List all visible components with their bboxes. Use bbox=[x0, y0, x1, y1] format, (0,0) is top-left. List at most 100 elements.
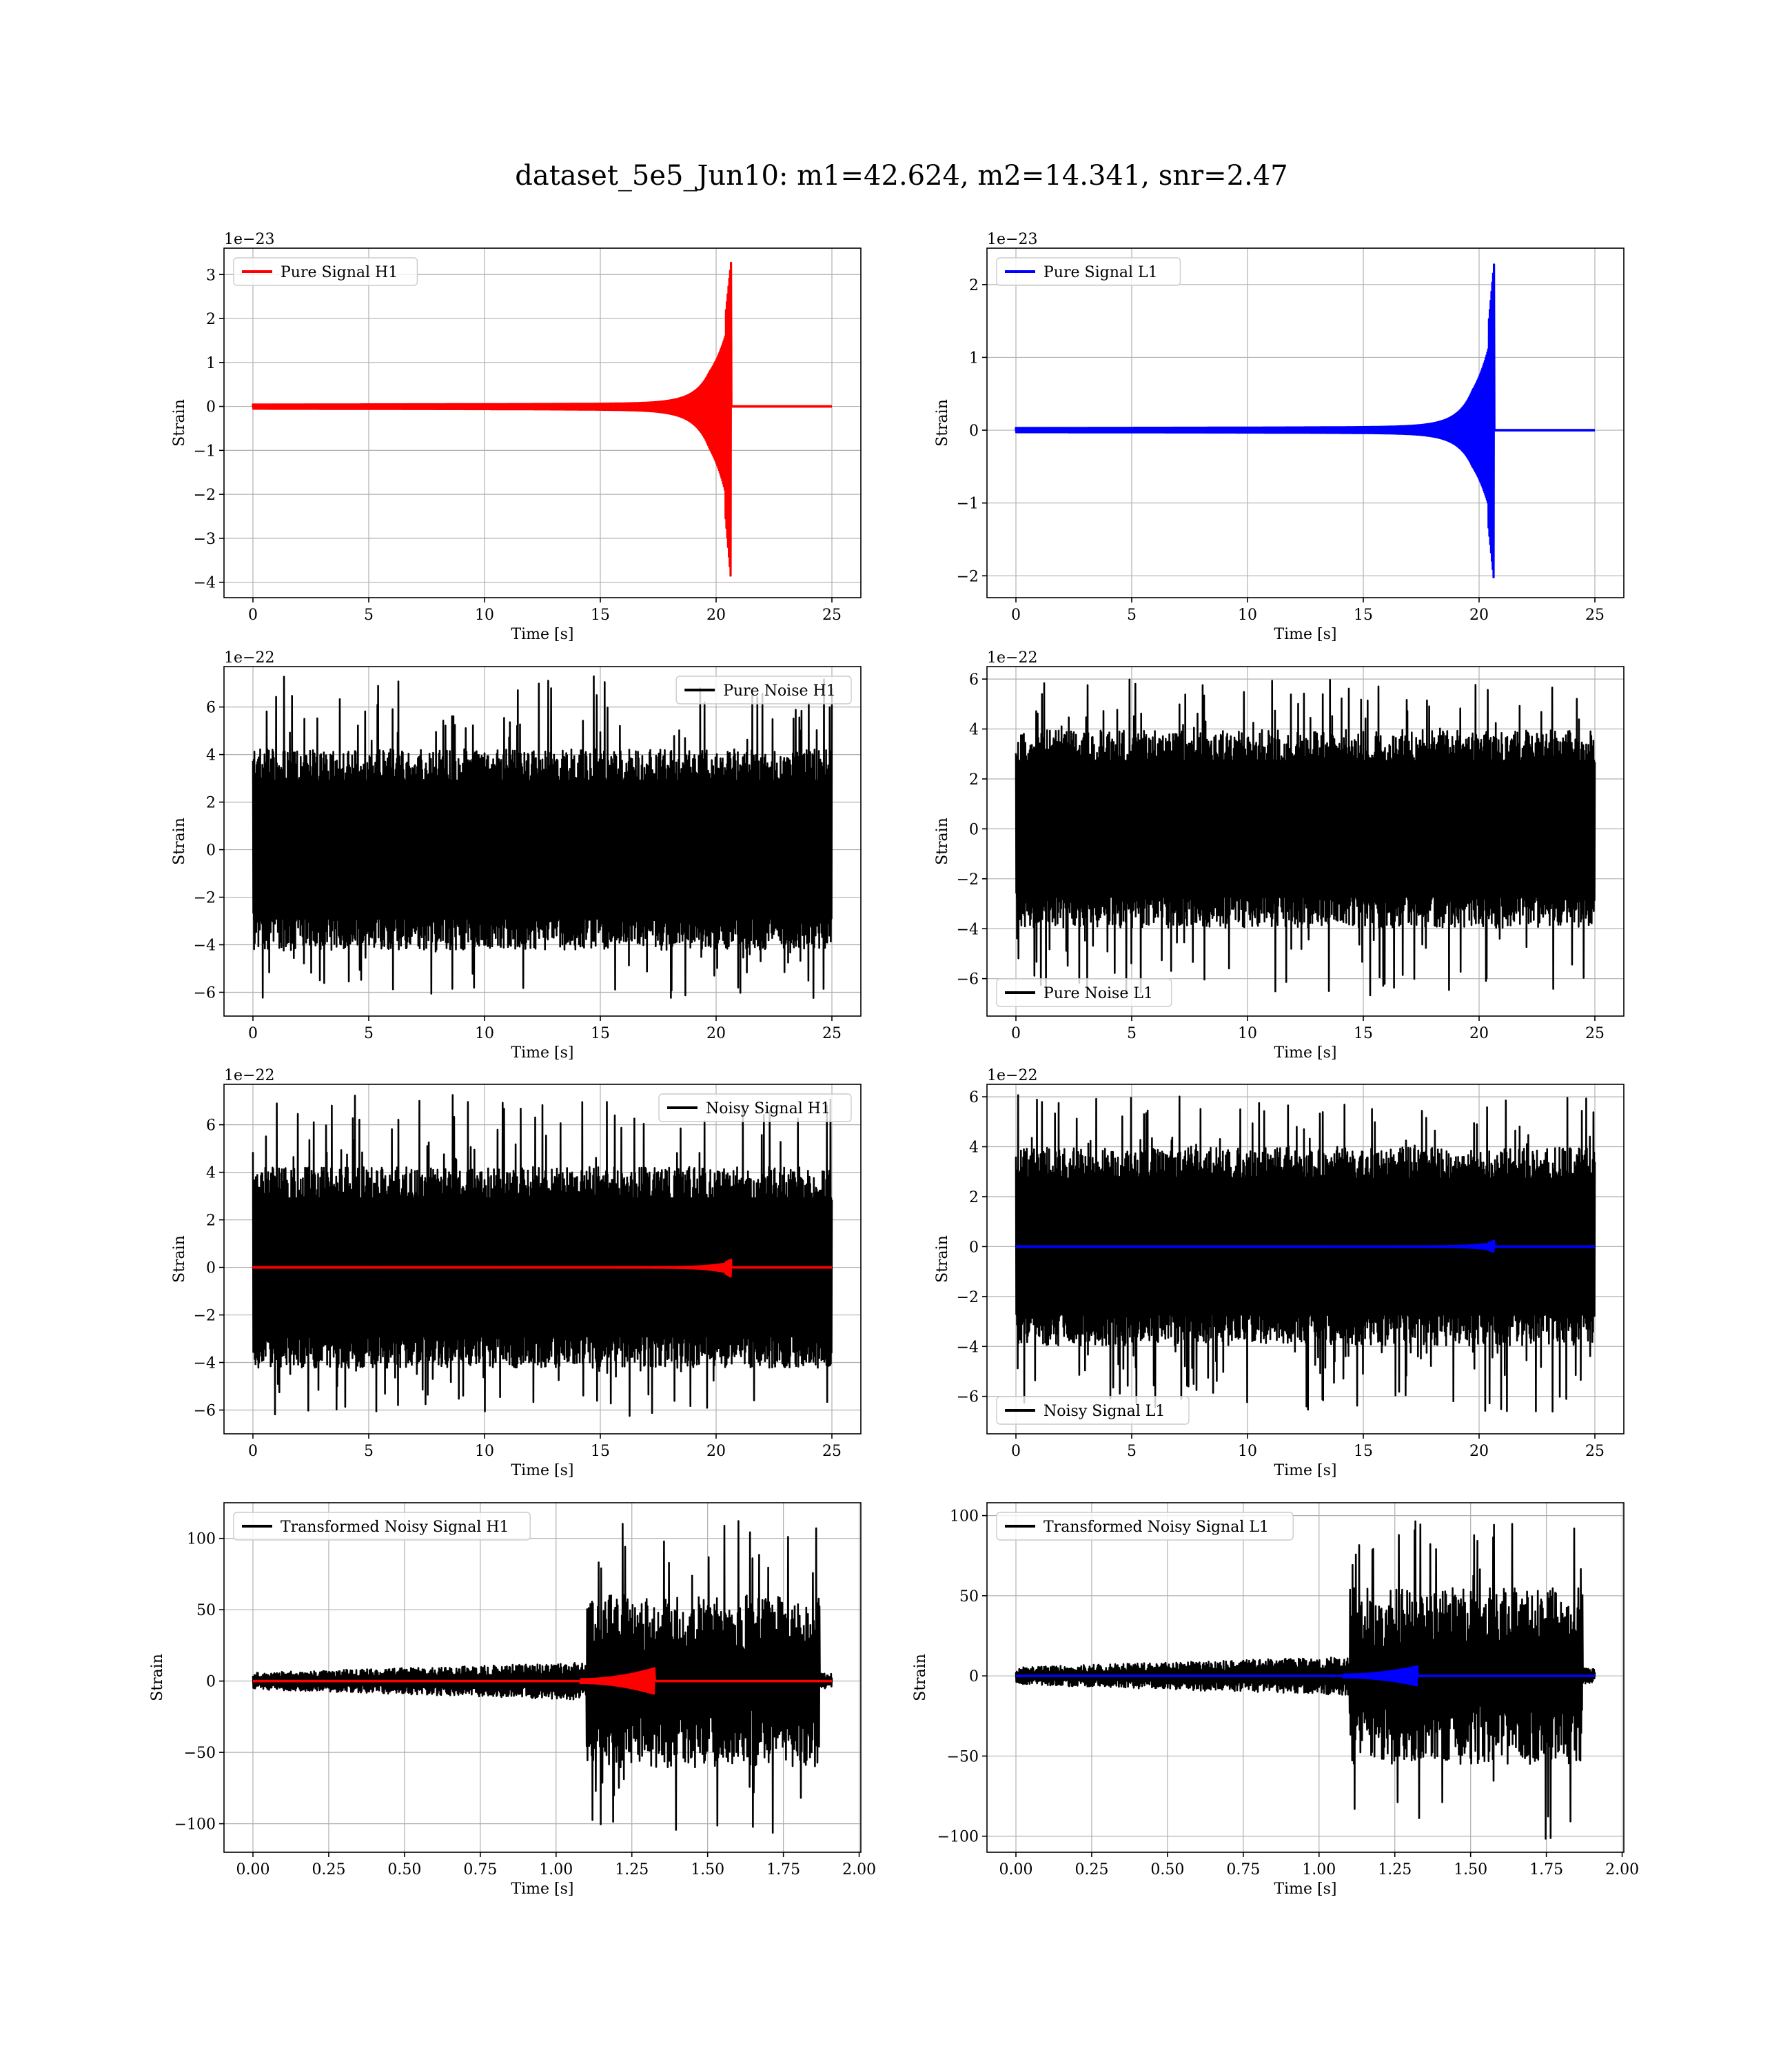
x-tick-label: 10 bbox=[1238, 1443, 1257, 1460]
legend-box bbox=[996, 978, 1172, 1007]
axes-frame bbox=[986, 1084, 1625, 1435]
legend: Noisy Signal L1 bbox=[996, 1396, 1190, 1425]
y-tick-label: 0 bbox=[206, 842, 216, 860]
x-tick-label: 0.50 bbox=[387, 1861, 421, 1878]
y-tick-label: 2 bbox=[969, 277, 979, 294]
series-line bbox=[1015, 678, 1596, 997]
y-tick-label: 100 bbox=[950, 1508, 979, 1525]
y-tick-label: −2 bbox=[194, 890, 216, 907]
panel-pure-noise-l1: 0 5 10 15 20 25 −6 −4 −2 0 2 4 6 Time [s] Strain 1e−22 P… bbox=[934, 649, 1625, 1062]
x-tick-label: 1.25 bbox=[1378, 1861, 1412, 1878]
legend-box bbox=[658, 1093, 852, 1122]
axes-frame bbox=[223, 1084, 862, 1435]
figure-title: dataset_5e5_Jun10: m1=42.624, m2=14.341,… bbox=[515, 160, 1287, 192]
x-tick-label: 0.75 bbox=[463, 1861, 497, 1878]
legend: Noisy Signal H1 bbox=[658, 1093, 852, 1122]
legend: Pure Signal H1 bbox=[233, 257, 418, 286]
y-tick-label: 4 bbox=[969, 722, 979, 739]
panel-pure-signal-l1: 0 5 10 15 20 25 −2 −1 0 1 2 Time [s] Strain 1e−23 Pure… bbox=[934, 231, 1625, 643]
x-tick-label: 0 bbox=[248, 607, 258, 624]
y-tick-label: −4 bbox=[194, 1355, 216, 1372]
y-tick-label: 0 bbox=[206, 1674, 216, 1691]
x-tick-label: 20 bbox=[1469, 1025, 1489, 1042]
plot-area bbox=[252, 675, 833, 999]
y-axis-label: Strain bbox=[934, 1235, 951, 1283]
y-tick-label: −1 bbox=[957, 496, 979, 513]
y-axis-label: Strain bbox=[171, 818, 188, 865]
series-line bbox=[252, 1094, 833, 1417]
x-tick-label: 1.50 bbox=[691, 1861, 724, 1878]
x-tick-label: 10 bbox=[475, 1025, 494, 1042]
x-tick-label: 20 bbox=[1469, 1443, 1489, 1460]
x-tick-label: 10 bbox=[475, 1443, 494, 1460]
y-tick-label: −50 bbox=[947, 1748, 979, 1765]
plot-area bbox=[252, 261, 833, 577]
offset-text: 1e−22 bbox=[224, 649, 274, 667]
y-tick-label: −4 bbox=[957, 1339, 979, 1356]
legend-box bbox=[996, 1396, 1190, 1425]
y-tick-label: −6 bbox=[194, 1403, 216, 1420]
plot-area bbox=[1015, 678, 1596, 997]
y-tick-label: 50 bbox=[196, 1602, 216, 1619]
y-tick-label: 4 bbox=[969, 1139, 979, 1157]
plot-area bbox=[1015, 1094, 1596, 1412]
x-tick-label: 10 bbox=[1238, 607, 1257, 624]
x-tick-label: 15 bbox=[591, 1443, 610, 1460]
y-axis-label: Strain bbox=[171, 1235, 188, 1283]
panel-transformed-noisy-signal-l1: 0.00 0.25 0.50 0.75 1.00 1.25 1.50 1.75 2.00 −100… bbox=[912, 1502, 1639, 1898]
legend-box bbox=[996, 1512, 1294, 1541]
axes-frame bbox=[986, 247, 1625, 598]
y-tick-label: −2 bbox=[957, 1289, 979, 1306]
x-tick-label: 1.50 bbox=[1454, 1861, 1487, 1878]
x-tick-label: 0.25 bbox=[312, 1861, 345, 1878]
x-tick-label: 5 bbox=[364, 1025, 374, 1042]
y-tick-label: 6 bbox=[969, 1089, 979, 1106]
x-tick-label: 20 bbox=[706, 607, 726, 624]
x-tick-label: 25 bbox=[1585, 1443, 1605, 1460]
x-tick-label: 20 bbox=[706, 1443, 726, 1460]
y-tick-label: 4 bbox=[206, 1165, 216, 1182]
panel-noisy-signal-h1: 0 5 10 15 20 25 −6 −4 −2 0 2 4 6 Time [s] Strain 1e−22 N… bbox=[171, 1067, 862, 1479]
x-axis-label: Time [s] bbox=[511, 1881, 573, 1898]
x-tick-label: 25 bbox=[1585, 607, 1605, 624]
legend-label: Pure Signal H1 bbox=[281, 264, 398, 281]
y-tick-label: 3 bbox=[206, 267, 216, 284]
x-tick-label: 15 bbox=[1354, 1025, 1373, 1042]
y-axis-label: Strain bbox=[149, 1654, 166, 1701]
y-axis-label: Strain bbox=[934, 399, 951, 447]
x-tick-label: 0.75 bbox=[1226, 1861, 1260, 1878]
x-tick-label: 5 bbox=[1127, 607, 1137, 624]
y-tick-label: −1 bbox=[194, 443, 216, 460]
y-tick-label: −50 bbox=[184, 1745, 216, 1762]
y-tick-label: −6 bbox=[194, 985, 216, 1002]
axes-frame bbox=[223, 247, 862, 598]
x-tick-label: 2.00 bbox=[842, 1861, 876, 1878]
y-tick-label: 0 bbox=[206, 399, 216, 416]
offset-text: 1e−22 bbox=[987, 1067, 1037, 1084]
series-line bbox=[1015, 1520, 1596, 1840]
y-axis-label: Strain bbox=[912, 1654, 929, 1701]
y-tick-label: 50 bbox=[959, 1588, 979, 1605]
y-tick-label: 2 bbox=[206, 311, 216, 328]
y-tick-label: 6 bbox=[969, 671, 979, 689]
x-tick-label: 0.50 bbox=[1150, 1861, 1184, 1878]
y-tick-label: −100 bbox=[937, 1829, 979, 1846]
y-tick-label: −4 bbox=[194, 575, 216, 592]
x-tick-label: 25 bbox=[822, 1025, 842, 1042]
y-tick-label: −2 bbox=[957, 871, 979, 889]
x-tick-label: 20 bbox=[706, 1025, 726, 1042]
legend: Transformed Noisy Signal H1 bbox=[233, 1512, 531, 1541]
y-tick-label: 6 bbox=[206, 1117, 216, 1135]
y-axis-label: Strain bbox=[934, 818, 951, 865]
x-tick-label: 15 bbox=[1354, 607, 1373, 624]
x-axis-label: Time [s] bbox=[511, 1462, 573, 1479]
plot-area bbox=[1015, 263, 1596, 578]
x-tick-label: 0 bbox=[248, 1025, 258, 1042]
y-tick-label: 0 bbox=[206, 1260, 216, 1277]
x-tick-label: 10 bbox=[1238, 1025, 1257, 1042]
y-tick-label: −2 bbox=[957, 568, 979, 585]
x-tick-label: 1.75 bbox=[1529, 1861, 1563, 1878]
y-axis-label: Strain bbox=[171, 399, 188, 447]
legend-label: Pure Noise L1 bbox=[1043, 985, 1153, 1002]
